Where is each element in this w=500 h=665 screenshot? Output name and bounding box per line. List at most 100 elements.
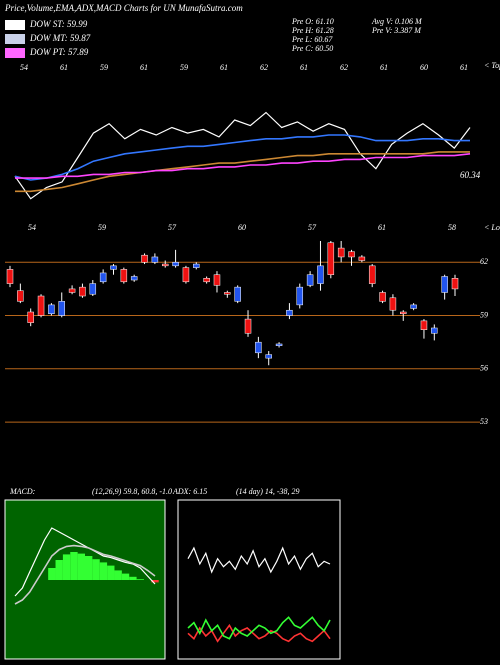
top-label: 58	[448, 223, 456, 232]
y-tick-label: 53	[480, 417, 488, 426]
top-label: 59	[100, 63, 108, 72]
histogram-bar	[62, 554, 71, 580]
candle-body	[182, 267, 190, 283]
candle-body	[27, 311, 34, 323]
candle-body	[317, 265, 324, 284]
series-line	[187, 546, 331, 574]
panel-title: MACD:	[9, 487, 36, 496]
top-label: 61	[300, 63, 308, 72]
series-line	[187, 616, 331, 640]
legend-swatch	[5, 34, 25, 44]
candle-body	[431, 327, 438, 334]
top-label: 61	[378, 223, 386, 232]
candle-body	[99, 272, 107, 283]
info-text: Avg V: 0.106 M	[371, 17, 423, 26]
top-label: 61	[460, 63, 468, 72]
top-label: 61	[140, 63, 148, 72]
y-tick-label: 59	[480, 310, 488, 319]
info-text: Pre L: 60.67	[291, 35, 333, 44]
candle-body	[130, 276, 138, 281]
top-label: 57	[308, 223, 317, 232]
legend-swatch	[5, 48, 25, 58]
series-line	[14, 527, 156, 597]
info-text: Pre V: 3.387 M	[371, 26, 422, 35]
panel-title: ADX: 6.15	[172, 487, 207, 496]
candle-body	[400, 311, 407, 315]
candle-body	[306, 274, 314, 286]
candle-body	[58, 301, 65, 316]
candle-body	[379, 292, 386, 302]
info-text: Pre C: 60.50	[291, 44, 333, 53]
candle-body	[368, 265, 376, 284]
top-label: 61	[220, 63, 228, 72]
candle-body	[89, 283, 97, 295]
candle-body	[110, 265, 117, 270]
legend-label: DOW PT: 57.89	[29, 47, 89, 57]
histogram-bar	[136, 579, 144, 580]
annotation: 60.34	[460, 170, 481, 180]
candle-body	[275, 343, 283, 346]
histogram-bar	[114, 570, 122, 580]
candle-body	[48, 304, 55, 315]
legend-label: DOW ST: 59.99	[29, 19, 88, 29]
histogram-bar	[99, 562, 108, 580]
candle-body	[79, 286, 86, 297]
candle-body	[161, 263, 169, 267]
candle-body	[151, 256, 159, 263]
top-label: 57	[168, 223, 177, 232]
histogram-bar	[48, 568, 56, 580]
series-line	[15, 153, 471, 179]
top-label: 62	[340, 63, 348, 72]
candle-body	[6, 269, 14, 284]
candle-body	[203, 278, 210, 283]
histogram-bar	[92, 559, 100, 580]
candle-body	[296, 286, 304, 306]
candle-body	[224, 292, 231, 295]
top-label: 60	[420, 63, 428, 72]
histogram-bar	[121, 573, 130, 580]
histogram-bar	[70, 552, 78, 580]
panel-label: < Tops	[484, 61, 500, 70]
info-text: Pre H: 61.28	[291, 26, 334, 35]
top-label: 59	[98, 223, 106, 232]
top-label: 60	[238, 223, 246, 232]
candle-body	[17, 290, 24, 302]
top-label: 59	[180, 63, 188, 72]
histogram-bar	[55, 560, 63, 580]
histogram-bar	[107, 565, 115, 580]
candle-body	[358, 256, 366, 261]
candle-body	[234, 286, 241, 302]
histogram-bar	[77, 553, 85, 580]
candle-body	[120, 269, 128, 283]
top-label: 61	[60, 63, 68, 72]
panel-params: (14 day) 14, -38, 29	[236, 487, 300, 496]
histogram-bar	[151, 580, 159, 583]
candle-body	[68, 288, 76, 293]
candle-body	[213, 274, 221, 286]
candle-body	[286, 309, 293, 316]
info-text: Pre O: 61.10	[291, 17, 334, 26]
candle-body	[327, 242, 335, 275]
legend-swatch	[5, 20, 25, 30]
histogram-bar	[129, 576, 137, 580]
candle-body	[172, 262, 179, 267]
candle-body	[37, 295, 45, 316]
candle-body	[348, 251, 355, 258]
candle-body	[337, 247, 345, 258]
candle-body	[255, 341, 262, 354]
histogram-bar	[85, 556, 93, 580]
panel-params: (12,26,9) 59.8, 60.8, -1.0	[92, 487, 172, 496]
candle-body	[193, 263, 200, 268]
top-label: 54	[28, 223, 36, 232]
candle-body	[389, 297, 397, 311]
candle-body	[244, 318, 252, 334]
panel-bg	[177, 499, 341, 660]
y-tick-label: 62	[480, 257, 488, 266]
series-line	[14, 111, 471, 200]
candle-body	[420, 320, 428, 330]
candle-body	[265, 354, 272, 359]
page-title: Price,Volume,EMA,ADX,MACD Charts for UN …	[4, 3, 243, 13]
candle-body	[141, 254, 148, 263]
y-tick-label: 56	[480, 364, 488, 373]
